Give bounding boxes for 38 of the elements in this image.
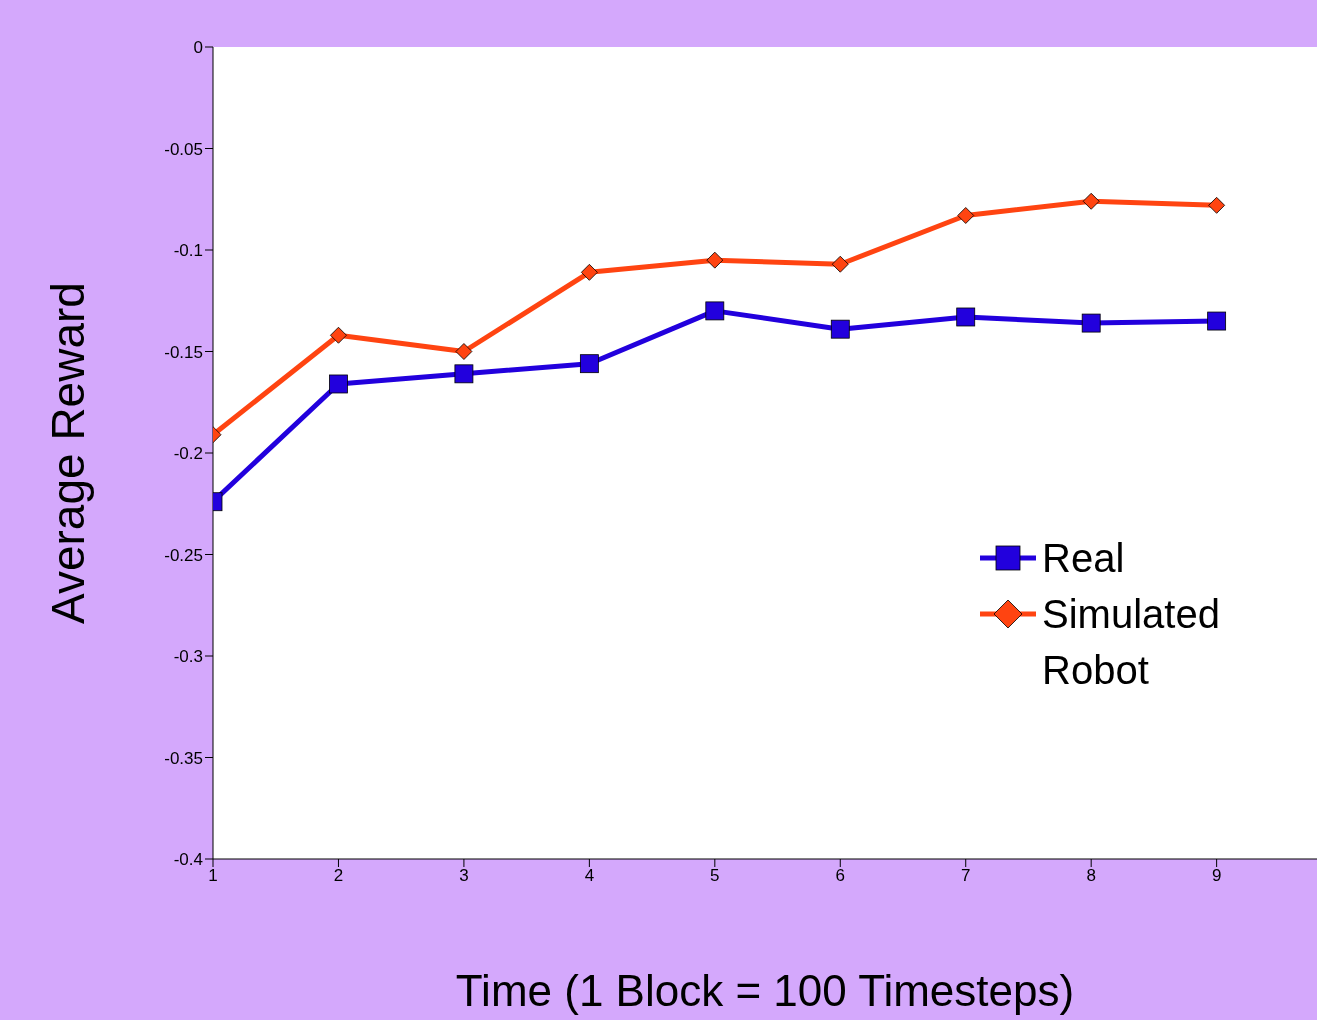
point [705, 301, 725, 321]
x-tick-label: 6 [835, 866, 846, 886]
x-tick-label: 2 [333, 866, 344, 886]
point [580, 263, 598, 281]
y-axis-title: Average Reward [42, 282, 95, 624]
point [454, 364, 474, 384]
y-tick-label: -0.2 [173, 444, 203, 464]
y-tick-label: 0 [193, 38, 203, 58]
x-tick-label: 8 [1086, 866, 1096, 886]
y-tick-label: -0.4 [173, 850, 203, 870]
point [957, 207, 975, 224]
point [579, 354, 599, 374]
point [1081, 313, 1101, 333]
y-tick-label: -0.05 [164, 139, 203, 159]
y-tick-label: -0.35 [164, 748, 203, 768]
point [1082, 192, 1100, 210]
x-tick-label: 4 [584, 866, 595, 886]
x-tick-label: 3 [459, 866, 469, 886]
point [330, 326, 347, 344]
x-tick-label: 5 [710, 866, 720, 886]
point [329, 374, 348, 394]
y-tick-label: -0.3 [173, 647, 203, 667]
point [1208, 196, 1226, 214]
legend-label: Real [1042, 535, 1126, 582]
point [831, 255, 849, 273]
legend-label: Simulated Robot [1042, 591, 1221, 694]
x-tick-label: 1 [208, 866, 218, 886]
x-tick-label: 9 [1211, 866, 1222, 886]
x-axis-title: Time (1 Block = 100 Timesteps) [455, 966, 1075, 1015]
y-tick-label: -0.1 [173, 241, 203, 261]
point [830, 319, 850, 339]
y-tick-label: -0.25 [164, 545, 203, 565]
x-tick-label: 7 [960, 866, 971, 886]
point [455, 343, 473, 360]
point [1207, 311, 1227, 331]
point [956, 307, 976, 327]
point [706, 251, 724, 269]
y-tick-label: -0.15 [164, 342, 203, 362]
